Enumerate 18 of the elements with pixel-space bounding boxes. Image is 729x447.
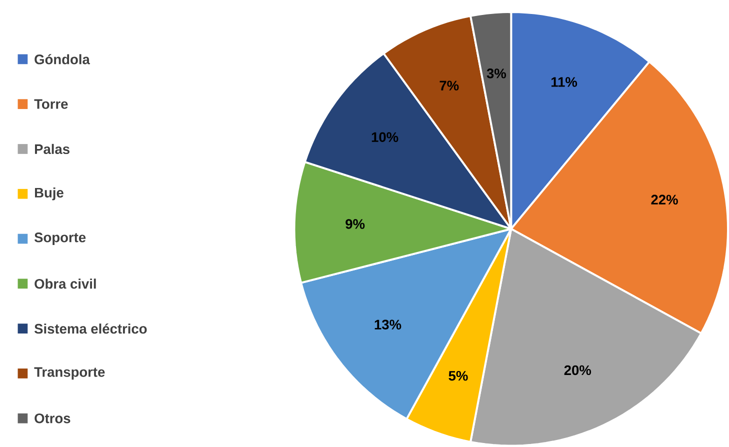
legend-label: Obra civil bbox=[34, 278, 96, 289]
data-label: 11% bbox=[552, 77, 578, 87]
data-label: 3% bbox=[486, 68, 506, 78]
legend-label: Torre bbox=[34, 99, 68, 110]
legend-label: Buje bbox=[35, 188, 64, 200]
legend-label: Transporte bbox=[34, 367, 105, 380]
data-label: 5% bbox=[448, 371, 468, 381]
data-label: 10% bbox=[372, 132, 398, 142]
data-label: 22% bbox=[651, 194, 678, 205]
legend-label: Sistema eléctrico bbox=[34, 324, 147, 334]
legend-label: Palas bbox=[35, 144, 70, 154]
data-label: 7% bbox=[440, 80, 459, 91]
data-label: 9% bbox=[346, 219, 365, 230]
legend-label: Góndola bbox=[34, 54, 90, 64]
data-label: 20% bbox=[564, 365, 592, 376]
legend-label: Otros bbox=[34, 414, 70, 424]
data-label: 13% bbox=[374, 320, 402, 330]
legend-label: Soporte bbox=[34, 232, 86, 246]
